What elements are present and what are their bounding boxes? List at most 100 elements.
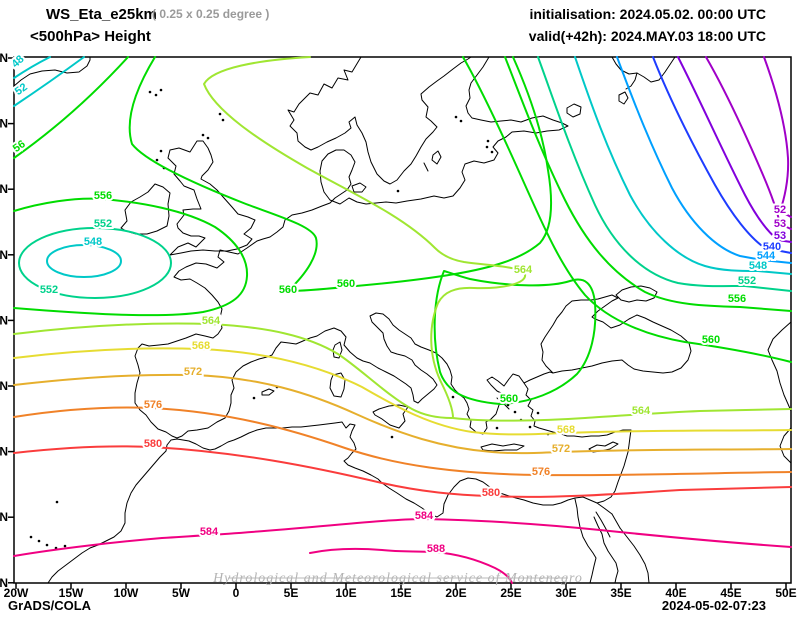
island-dot	[37, 539, 41, 543]
island-dot	[454, 115, 458, 119]
contour-552-east	[537, 56, 792, 292]
contour-label: 572	[552, 443, 570, 455]
contour-536	[677, 56, 792, 243]
lon-tick-label: 10E	[335, 586, 356, 600]
contour-label: 580	[482, 487, 500, 499]
island-dot	[486, 139, 490, 143]
island-dot	[159, 149, 163, 153]
lon-tick-label: 5W	[172, 586, 191, 600]
island-gotland	[431, 150, 442, 165]
contour-label: 548	[749, 260, 767, 272]
island-dot	[536, 411, 540, 415]
contour-label: 564	[632, 405, 651, 417]
contour-label: 552	[94, 218, 112, 230]
island-dot	[45, 543, 49, 547]
contour-588	[309, 548, 513, 584]
island-mallorca	[261, 388, 275, 396]
island-dot	[159, 88, 163, 92]
island-oland	[423, 162, 429, 172]
header: WS_Eta_e25km ( 0.25 x 0.25 degree ) <500…	[30, 6, 766, 45]
model-title: WS_Eta_e25km	[46, 6, 157, 23]
island-dot	[252, 396, 256, 400]
contour-label: 540	[763, 241, 781, 253]
island-dot	[201, 133, 205, 137]
lat-tick-label: N	[0, 445, 8, 459]
lat-tick-label: N	[0, 510, 8, 524]
lon-tick-label: 40E	[665, 586, 686, 600]
lat-tick-label: N	[0, 576, 8, 590]
island-dot	[218, 112, 222, 116]
lon-tick-label: 45E	[720, 586, 741, 600]
contour-label: 572	[184, 366, 202, 378]
contour-544	[616, 56, 792, 264]
coastline-france-iberia-mediterranean	[134, 240, 554, 439]
contour-556-corner	[13, 56, 129, 159]
contour-label: 560	[337, 278, 355, 290]
contour-label: 560	[702, 334, 720, 346]
coastline-black-sea	[540, 294, 692, 374]
contour-580	[13, 445, 792, 498]
contour-label: 560	[279, 284, 297, 296]
contour-label: 576	[144, 399, 162, 411]
coastline-red-sea-west	[593, 516, 619, 584]
lat-tick-label: N	[0, 182, 8, 196]
contour-532	[705, 56, 792, 230]
island-crete	[480, 443, 525, 452]
contour-556-low	[13, 197, 249, 317]
contour-560-east	[462, 56, 792, 363]
lon-tick-label: 15E	[390, 586, 411, 600]
contour-552-low	[18, 227, 172, 299]
contour-label: 544	[757, 250, 776, 262]
coastlines	[13, 56, 792, 584]
island-dot	[155, 158, 159, 162]
coastline-red-sea-east	[619, 527, 650, 584]
island-dot	[63, 544, 67, 548]
island-dot	[206, 136, 210, 140]
island-dot	[528, 425, 532, 429]
coastline-ireland	[120, 183, 171, 235]
contour-552-corner	[13, 56, 85, 107]
lat-tick-label: N	[0, 117, 8, 131]
lon-tick-label: 20E	[445, 586, 466, 600]
contour-528	[763, 56, 792, 218]
coastline-caspian-south	[779, 427, 792, 464]
lon-tick-label: 5E	[284, 586, 299, 600]
coastline-great-britain	[167, 140, 256, 256]
contour-568	[13, 347, 792, 436]
generation-timestamp: 2024-05-02-07:23	[662, 598, 766, 613]
coastline-sinai	[596, 502, 613, 515]
contour-label: 53	[774, 218, 786, 230]
contour-label: 568	[192, 340, 210, 352]
contour-572	[13, 373, 792, 455]
contour-label: 53	[774, 230, 786, 242]
longitude-axis-labels: 20W 15W 10W 5W 0 5E 10E 15E 20E 25E 30E 35E 40E 45E 50…	[4, 586, 797, 600]
contour-label: 48	[9, 53, 26, 70]
latitude-ticks	[8, 57, 14, 584]
island-dot	[490, 150, 494, 154]
coastline-white-sea	[611, 56, 676, 83]
island-dot	[513, 410, 517, 414]
river-nile	[574, 498, 597, 584]
island-dot	[55, 500, 59, 504]
latitude-axis-labels: N N N N N N N N N	[0, 51, 8, 590]
island-dot	[495, 426, 499, 430]
island-dot	[154, 93, 158, 97]
coastline-gulf-of-suez	[595, 511, 611, 538]
coastline-scandinavia-west	[287, 56, 472, 185]
contour-label: 584	[200, 526, 219, 538]
contour-548-low	[46, 244, 122, 278]
contour-label: 548	[84, 236, 102, 248]
coastline-sea-of-azov	[615, 285, 658, 303]
contour-584	[13, 518, 792, 557]
contour-560-balkan-tongue	[433, 270, 597, 405]
coastline-caspian-west	[767, 321, 792, 412]
contour-540	[652, 56, 792, 254]
lat-tick-label: N	[0, 248, 8, 262]
lake-onega	[618, 91, 629, 105]
contour-label: 52	[13, 81, 30, 98]
lon-tick-label: 10W	[114, 586, 139, 600]
island-dot	[451, 395, 455, 399]
